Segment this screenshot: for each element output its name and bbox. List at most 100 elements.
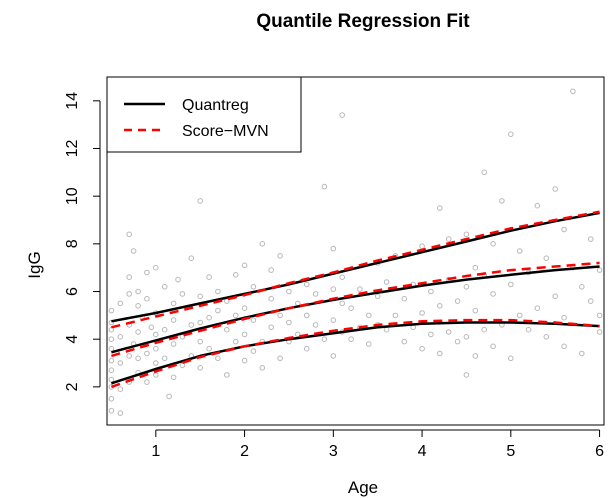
score-mvn-line-1 (111, 210, 600, 329)
data-point (383, 279, 390, 285)
x-axis-label: Age (348, 478, 378, 497)
data-point (250, 317, 257, 323)
data-point (445, 236, 452, 242)
x-tick-label: 5 (506, 443, 515, 460)
data-point (206, 345, 212, 352)
data-point (348, 336, 354, 343)
quantreg-line-0 (111, 211, 600, 323)
x-tick-label: 4 (418, 443, 427, 460)
data-point (153, 264, 159, 271)
data-point (596, 312, 603, 319)
data-point (206, 314, 212, 321)
data-point (215, 307, 221, 314)
data-point (330, 317, 337, 323)
data-point (153, 372, 159, 378)
data-point (170, 341, 177, 347)
data-point (153, 331, 159, 338)
y-tick-label: 4 (64, 335, 81, 344)
data-point (437, 303, 443, 309)
y-tick-label: 10 (64, 187, 81, 205)
data-point (268, 267, 275, 273)
data-point (596, 329, 603, 335)
data-point (206, 274, 212, 281)
x-tick-label: 6 (595, 443, 604, 460)
data-point (516, 312, 523, 319)
data-point (570, 88, 576, 95)
data-point (108, 407, 115, 414)
data-point (499, 198, 505, 204)
data-point (366, 312, 372, 319)
data-point (277, 355, 283, 362)
data-point (153, 360, 159, 366)
data-point (250, 348, 257, 354)
data-point (135, 288, 141, 295)
data-point (250, 284, 257, 290)
chart-title: Quantile Regression Fit (256, 11, 470, 32)
data-point (166, 393, 172, 400)
data-point (108, 345, 115, 352)
data-point (392, 312, 399, 319)
data-point (153, 345, 159, 352)
data-point (144, 379, 150, 385)
data-point (321, 183, 328, 190)
data-point (481, 326, 488, 333)
data-point (259, 241, 266, 247)
data-point (428, 331, 434, 338)
data-point (490, 241, 496, 247)
data-point (277, 253, 283, 259)
data-point (117, 360, 124, 366)
data-point (148, 324, 155, 331)
data-point (330, 245, 337, 252)
data-point (561, 314, 567, 321)
legend-label-score-mvn: Score−MVN (182, 123, 269, 140)
data-point (472, 353, 479, 359)
data-point (170, 300, 177, 307)
data-point (126, 291, 132, 297)
data-point (126, 353, 132, 359)
data-point (508, 281, 514, 288)
data-point (587, 236, 594, 242)
data-point (130, 248, 137, 254)
data-point (108, 396, 115, 402)
data-point (224, 372, 230, 378)
data-point (175, 276, 181, 283)
x-axis: 1 2 3 4 5 6 (151, 429, 604, 460)
y-axis-label: IgG (25, 251, 44, 278)
data-point (508, 355, 514, 362)
data-point (401, 338, 408, 345)
quantreg-line-2 (111, 265, 600, 354)
data-point (277, 312, 283, 319)
data-point (188, 255, 195, 262)
data-point (303, 281, 310, 288)
data-point (445, 329, 452, 335)
y-tick-label: 14 (64, 92, 81, 110)
data-point (179, 291, 186, 297)
data-point (525, 326, 532, 333)
data-point (126, 274, 132, 281)
data-point (463, 372, 470, 378)
data-point (357, 286, 363, 292)
data-point (374, 293, 381, 300)
data-point (170, 374, 177, 381)
y-tick-label: 2 (64, 382, 81, 391)
data-point (366, 341, 372, 347)
data-point (339, 112, 346, 118)
x-tick-label: 1 (151, 443, 160, 460)
data-point (312, 291, 319, 297)
data-point (543, 334, 550, 340)
data-point (197, 338, 203, 345)
data-point (383, 326, 390, 333)
data-point (144, 269, 150, 276)
data-point (135, 329, 141, 335)
data-point (463, 334, 470, 340)
data-point (144, 295, 150, 302)
x-tick-label: 2 (240, 443, 249, 460)
data-point (401, 295, 408, 302)
data-point (117, 410, 124, 416)
data-point (481, 169, 488, 176)
data-point (419, 310, 425, 316)
legend-label-quantreg: Quantreg (182, 97, 249, 114)
data-point (170, 317, 177, 323)
data-point (117, 334, 124, 340)
y-tick-label: 12 (64, 140, 81, 158)
